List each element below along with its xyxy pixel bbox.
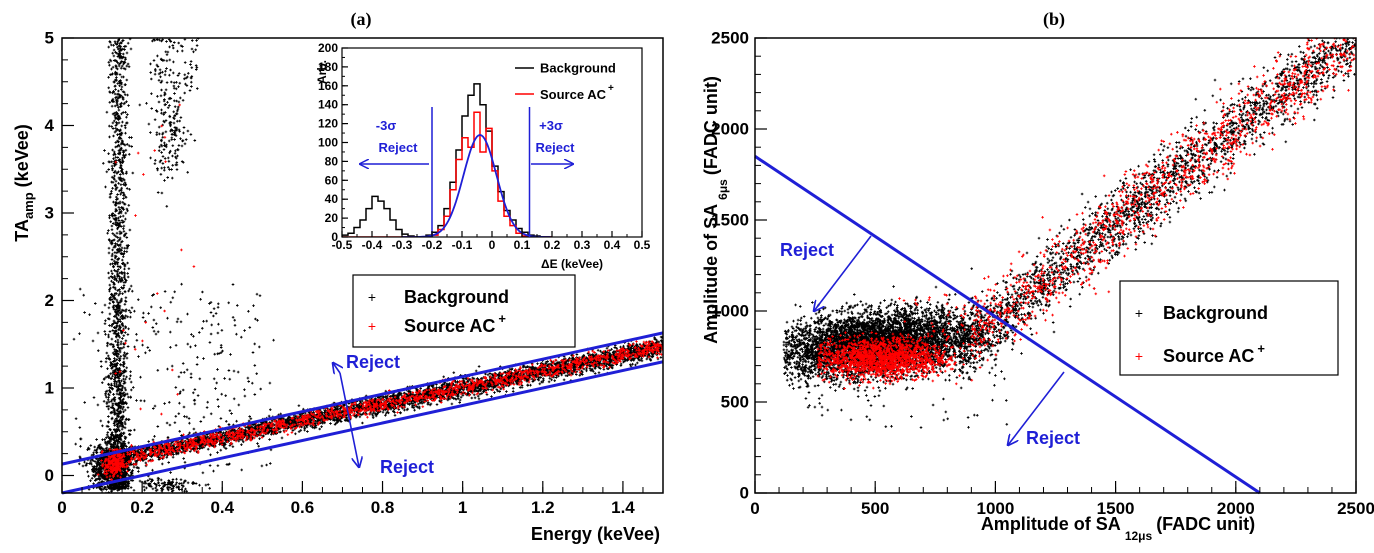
x-tick-label: 0.4 xyxy=(604,238,621,252)
x-tick-label: 0.5 xyxy=(634,238,651,252)
reject-down-arrow xyxy=(339,372,359,467)
x-tick-label: 1.2 xyxy=(531,498,555,517)
panel-b-reject-annotations: Reject Reject xyxy=(780,235,1080,448)
y-tick-label: 500 xyxy=(721,393,749,412)
x-tick-label: 0.3 xyxy=(574,238,591,252)
y-tick-label: 0 xyxy=(45,466,54,485)
reject-lower-arrow xyxy=(1008,371,1065,445)
reject-upper-label: Reject xyxy=(780,240,834,260)
x-tick-label: -0.5 xyxy=(332,238,353,252)
panel-a-reject-annotations: Reject Reject xyxy=(333,352,434,477)
legend-box xyxy=(1119,280,1339,376)
panel-a-axes: 0 0.2 0.4 0.6 0.8 1 1.2 1.4 0 1 2 3 4 5 xyxy=(45,29,664,517)
source-marker-icon: + xyxy=(368,318,376,334)
y-tick-label: 20 xyxy=(325,211,339,225)
x-tick-label: 0 xyxy=(489,238,496,252)
x-tick-label: 0.8 xyxy=(371,498,395,517)
x-tick-label: 0.2 xyxy=(544,238,561,252)
panel-a-points xyxy=(72,38,663,493)
cut-line-lower xyxy=(61,360,664,495)
inset-left-reject: Reject xyxy=(378,140,418,155)
y-tick-label: 180 xyxy=(318,60,338,74)
panel-b-title: (b) xyxy=(1043,9,1065,30)
y-tick-label: 2500 xyxy=(711,29,749,48)
panel-a-y-label: TAamp(keVee) xyxy=(12,124,36,241)
panel-b-y-label: Amplitude of SA6μs(FADC unit) xyxy=(701,76,730,344)
source-markers xyxy=(816,38,1356,390)
x-tick-label: 2000 xyxy=(1217,499,1255,518)
panel-a-cut-lines xyxy=(61,331,664,495)
panel-a-x-label: Energy (keVee) xyxy=(531,524,660,544)
inset-minus-sigma: -3σ xyxy=(376,118,397,133)
x-tick-label: 1.4 xyxy=(611,498,635,517)
y-tick-label: 100 xyxy=(318,136,338,150)
x-tick-label: 0.2 xyxy=(130,498,154,517)
y-tick-label: 60 xyxy=(325,173,339,187)
inset-background-histogram xyxy=(342,83,552,237)
y-tick-label: 3 xyxy=(45,204,54,223)
legend-source-label: Source AC + xyxy=(1163,341,1265,367)
inset-axes: -0.5 -0.4 -0.3 -0.2 -0.1 0 0.1 0.2 0.3 0.4 0.5 0 20 4… xyxy=(318,41,651,252)
x-tick-label: -0.2 xyxy=(422,238,443,252)
y-tick-label: 1000 xyxy=(711,302,749,321)
x-tick-label: 500 xyxy=(861,499,889,518)
panel-b-x-label: Amplitude of SA12μs(FADC unit) xyxy=(981,514,1255,543)
legend-background-label: Background xyxy=(404,287,509,307)
y-tick-label: 40 xyxy=(325,192,339,206)
y-tick-label: 2 xyxy=(45,291,54,310)
source-marker-icon: + xyxy=(1135,348,1143,364)
x-tick-label: 0 xyxy=(750,499,759,518)
panel-a-title: (a) xyxy=(351,9,372,30)
y-tick-label: 0 xyxy=(740,484,749,503)
panel-a-legend: + Background + Source AC + xyxy=(352,274,576,348)
inset-x-label: ΔE (keVee) xyxy=(541,257,603,271)
legend-background-label: Background xyxy=(1163,303,1268,323)
cut-line-upper xyxy=(61,331,664,466)
x-tick-label: -0.3 xyxy=(392,238,413,252)
inset-legend-background: Background xyxy=(540,61,616,76)
background-marker-icon: + xyxy=(368,289,376,305)
cut-line-diagonal xyxy=(754,155,1261,495)
reject-lower-label: Reject xyxy=(1026,428,1080,448)
x-tick-label: -0.4 xyxy=(362,238,383,252)
y-tick-label: 1 xyxy=(45,379,54,398)
panel-b-points xyxy=(782,38,1356,429)
x-tick-label: 0.1 xyxy=(514,238,531,252)
reject-upper-arrow xyxy=(814,235,872,311)
reject-lower-label: Reject xyxy=(380,457,434,477)
panel-b-cut-lines xyxy=(754,155,1261,495)
inset-legend-source: Source AC + xyxy=(540,83,614,102)
background-marker-icon: + xyxy=(1135,305,1143,321)
reject-up-arrow xyxy=(333,363,340,373)
panel-b-legend: + Background + Source AC + xyxy=(1119,280,1339,376)
x-tick-label: -0.1 xyxy=(452,238,473,252)
panel-a-inset: -0.5 -0.4 -0.3 -0.2 -0.1 0 0.1 0.2 0.3 0.4 0.5 0 20 4… xyxy=(315,41,651,271)
panel-b-axes: 0 500 1000 1500 2000 2500 0 500 1000 1500 2000 2500 xyxy=(711,29,1374,519)
y-tick-label: 1500 xyxy=(711,211,749,230)
y-tick-label: 120 xyxy=(318,117,338,131)
y-tick-label: 5 xyxy=(45,29,54,48)
y-tick-label: 0 xyxy=(331,230,338,244)
y-tick-label: 160 xyxy=(318,79,338,93)
reject-upper-label: Reject xyxy=(346,352,400,372)
x-tick-label: 0 xyxy=(57,498,66,517)
x-tick-label: 1500 xyxy=(1097,499,1135,518)
panel-b-frame xyxy=(754,37,1357,494)
x-tick-label: 0.6 xyxy=(291,498,315,517)
inset-y-label: Arb. xyxy=(315,60,329,84)
x-tick-label: 1000 xyxy=(976,499,1014,518)
y-tick-label: 140 xyxy=(318,98,338,112)
legend-source-label: Source AC + xyxy=(404,311,506,337)
y-tick-label: 80 xyxy=(325,154,339,168)
x-tick-label: 1 xyxy=(458,498,467,517)
y-tick-label: 200 xyxy=(318,41,338,55)
inset-plus-sigma: +3σ xyxy=(539,118,563,133)
x-tick-label: 0.4 xyxy=(210,498,234,517)
x-tick-label: 2500 xyxy=(1337,499,1374,518)
y-tick-label: 2000 xyxy=(711,120,749,139)
inset-right-reject: Reject xyxy=(535,140,575,155)
legend-box xyxy=(352,274,576,348)
y-tick-label: 4 xyxy=(45,116,55,135)
